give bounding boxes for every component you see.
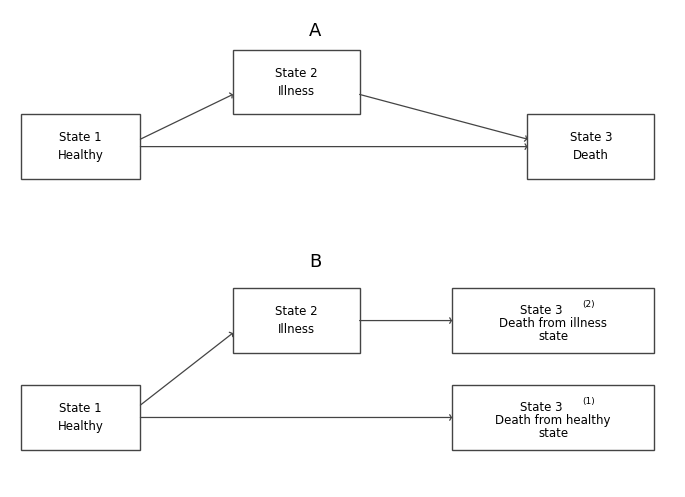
- Text: State 1
Healthy: State 1 Healthy: [58, 131, 103, 162]
- Text: State 1
Healthy: State 1 Healthy: [58, 402, 103, 433]
- Bar: [452, 385, 654, 450]
- Text: State 3: State 3: [519, 304, 562, 317]
- Text: B: B: [309, 253, 321, 271]
- Text: State 3
Death: State 3 Death: [569, 131, 612, 162]
- Text: State 3: State 3: [519, 401, 562, 414]
- Text: state: state: [538, 427, 568, 440]
- Text: state: state: [538, 331, 568, 343]
- Text: (2): (2): [582, 300, 595, 309]
- Text: A: A: [309, 22, 321, 40]
- Text: State 2
Illness: State 2 Illness: [275, 305, 318, 336]
- Bar: [21, 114, 140, 179]
- Text: (1): (1): [582, 397, 595, 406]
- Text: State 2
Illness: State 2 Illness: [275, 67, 318, 97]
- Text: Death from illness: Death from illness: [499, 318, 607, 331]
- Bar: [527, 114, 654, 179]
- Text: Death from healthy: Death from healthy: [495, 414, 611, 427]
- Bar: [21, 385, 140, 450]
- Bar: [233, 288, 360, 353]
- Bar: [233, 50, 360, 114]
- Bar: [452, 288, 654, 353]
